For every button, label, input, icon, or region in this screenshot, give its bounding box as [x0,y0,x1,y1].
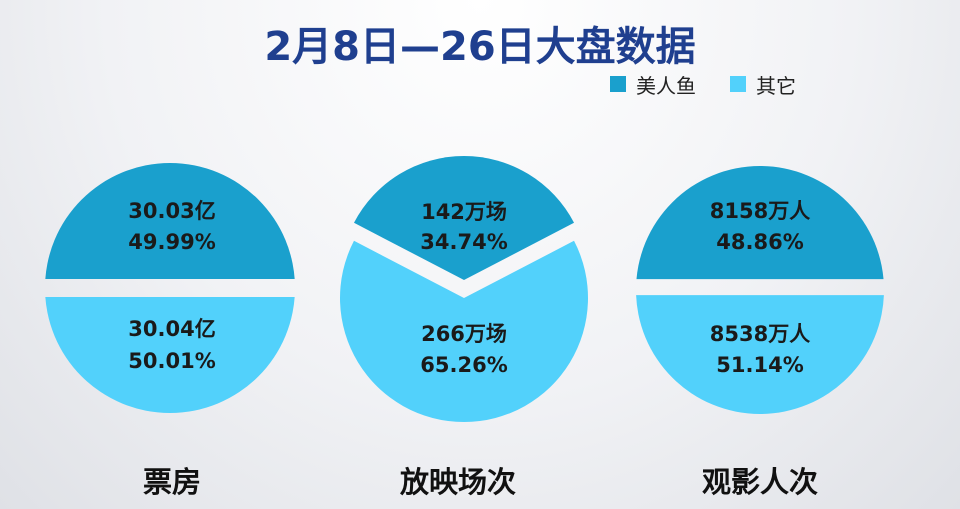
slice-value-label: 8538万人 [710,322,810,346]
legend-swatch-others [730,76,746,92]
slice-percent-label: 48.86% [716,230,803,254]
slice-value-label: 266万场 [421,322,507,346]
slice-value-label: 8158万人 [710,199,810,223]
legend: 美人鱼 其它 [610,70,796,98]
slice-percent-label: 49.99% [128,230,215,254]
slice-value-label: 142万场 [421,200,507,224]
slice-mermaid [636,166,884,280]
legend-label-others: 其它 [756,73,796,98]
legend-item-others: 其它 [730,70,796,99]
slice-value-label: 30.04亿 [128,317,215,341]
pie-shapes [45,156,884,422]
slice-others [340,240,588,422]
slice-percent-label: 50.01% [128,349,215,373]
legend-label-mermaid: 美人鱼 [636,73,696,98]
legend-item-mermaid: 美人鱼 [610,70,696,99]
legend-swatch-mermaid [610,76,626,92]
pie-label-boxoffice: 票房 [143,465,201,499]
slice-percent-label: 51.14% [716,353,803,377]
pie-label-audience: 观影人次 [702,465,818,499]
slice-percent-label: 65.26% [420,353,507,377]
slice-percent-label: 34.74% [420,230,507,254]
slice-mermaid [353,156,575,280]
pie-texts: 30.03亿 49.99% 30.04亿 50.01% 票房 142万场 34.74% 266… [128,199,818,499]
slice-value-label: 30.03亿 [128,199,215,223]
pie-label-screenings: 放映场次 [399,465,516,499]
slice-others [45,296,295,413]
slice-others [636,295,884,414]
slice-mermaid [45,163,295,279]
chart-title: 2月8日—26日大盘数据 [264,24,696,70]
